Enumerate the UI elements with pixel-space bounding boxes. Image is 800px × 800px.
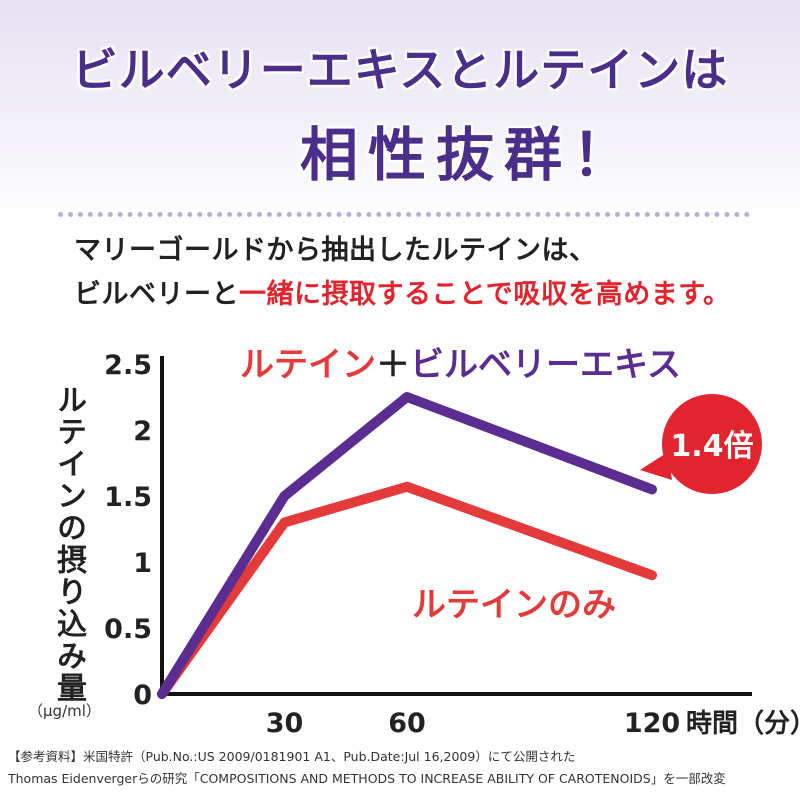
y-tick-label: 1.5 xyxy=(104,482,152,513)
ratio-badge: 1.4倍 xyxy=(640,394,762,494)
lead-line-2-red: 一緒に摂取することで吸収を高めます。 xyxy=(239,279,731,310)
chart-series-lines xyxy=(157,392,657,699)
y-tick-label: 0 xyxy=(133,680,152,711)
series-line xyxy=(157,481,657,699)
title-line-1: ビルベリーエキスとルテインは xyxy=(71,43,729,97)
lead-line-2-black: ビルベリーと xyxy=(74,279,239,310)
y-axis-unit: （μg/ml） xyxy=(28,702,101,720)
x-tick-label: 60 xyxy=(388,708,426,739)
legend-combined-part1: ルテイン xyxy=(240,345,376,385)
series-line xyxy=(157,392,657,699)
x-axis-label: 時間（分） xyxy=(686,709,800,739)
legend-combined-part2: ＋ xyxy=(376,345,410,385)
x-tick-label: 120 xyxy=(624,708,680,739)
y-axis-label: ルテインの摂り込み量 xyxy=(51,384,86,704)
y-tick-label: 2.5 xyxy=(104,350,152,381)
dotted-divider xyxy=(58,212,750,217)
chart-axes xyxy=(160,356,752,696)
ratio-badge-pointer xyxy=(640,452,672,480)
y-tick-labels: 0 0.5 1 1.5 2 2.5 xyxy=(104,350,152,711)
x-tick-label: 30 xyxy=(266,708,304,739)
ratio-badge-circle xyxy=(662,394,762,494)
reference-line-2: Thomas Eidenvergerらの研究「COMPOSITIONS AND … xyxy=(8,771,726,786)
legend-lutein-only: ルテインのみ xyxy=(412,585,616,625)
legend-combined: ルテイン＋ビルベリーエキス xyxy=(240,345,681,385)
reference-line-1: 【参考資料】米国特許（Pub.No.:US 2009/0181901 A1、Pu… xyxy=(8,749,576,764)
lead-line-1: マリーゴールドから抽出したルテインは、 xyxy=(74,235,597,266)
title-line-2: 相性抜群！ xyxy=(299,121,640,189)
legend-combined-part3: ビルベリーエキス xyxy=(410,345,681,385)
y-tick-label: 1 xyxy=(133,548,152,579)
y-tick-label: 2 xyxy=(133,416,152,447)
ratio-badge-label: 1.4倍 xyxy=(670,429,753,464)
lead-line-2: ビルベリーと一緒に摂取することで吸収を高めます。 xyxy=(74,272,731,311)
y-tick-label: 0.5 xyxy=(104,614,152,645)
